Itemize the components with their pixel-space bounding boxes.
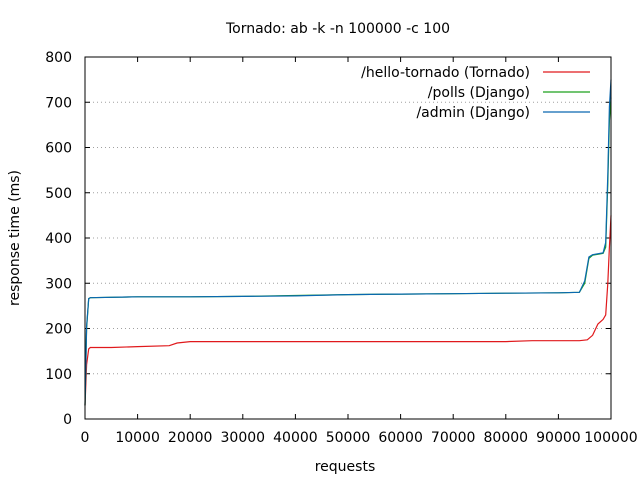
x-tick-label: 50000	[326, 430, 371, 446]
x-tick-label: 0	[81, 430, 90, 446]
x-tick-label: 70000	[431, 430, 476, 446]
x-tick-label: 80000	[484, 430, 529, 446]
y-tick-label: 700	[45, 95, 72, 111]
x-tick-label: 100000	[584, 430, 637, 446]
axis-ticks: 0 100 200 300 400 500 600 700 800 0 10000 20000 3000…	[45, 50, 637, 446]
y-tick-label: 500	[45, 186, 72, 202]
series-lines	[84, 79, 612, 406]
y-tick-label: 600	[45, 141, 72, 157]
series-line-2	[84, 97, 612, 406]
y-tick-label: 0	[63, 412, 72, 428]
x-tick-label: 10000	[115, 430, 160, 446]
legend-label-2: /polls (Django)	[428, 85, 530, 101]
y-tick-label: 200	[45, 322, 72, 338]
plot-area-frame	[84, 56, 612, 420]
y-tick-label: 800	[45, 50, 72, 66]
x-tick-label: 20000	[168, 430, 213, 446]
x-tick-label: 90000	[536, 430, 581, 446]
y-tick-label: 400	[45, 231, 72, 247]
legend-label-1: /hello-tornado (Tornado)	[361, 65, 530, 81]
series-line-1	[84, 215, 612, 406]
legend: /hello-tornado (Tornado) /polls (Django) /…	[361, 65, 590, 121]
x-tick-label: 30000	[221, 430, 266, 446]
series-line-3	[84, 79, 612, 406]
y-tick-label: 100	[45, 367, 72, 383]
y-axis-label: response time (ms)	[7, 170, 23, 306]
x-tick-label: 40000	[273, 430, 318, 446]
chart-title: Tornado: ab -k -n 100000 -c 100	[225, 21, 450, 37]
grid	[85, 101, 611, 375]
x-axis-label: requests	[315, 459, 376, 475]
x-tick-label: 60000	[378, 430, 423, 446]
legend-label-3: /admin (Django)	[416, 105, 530, 121]
y-tick-label: 300	[45, 276, 72, 292]
